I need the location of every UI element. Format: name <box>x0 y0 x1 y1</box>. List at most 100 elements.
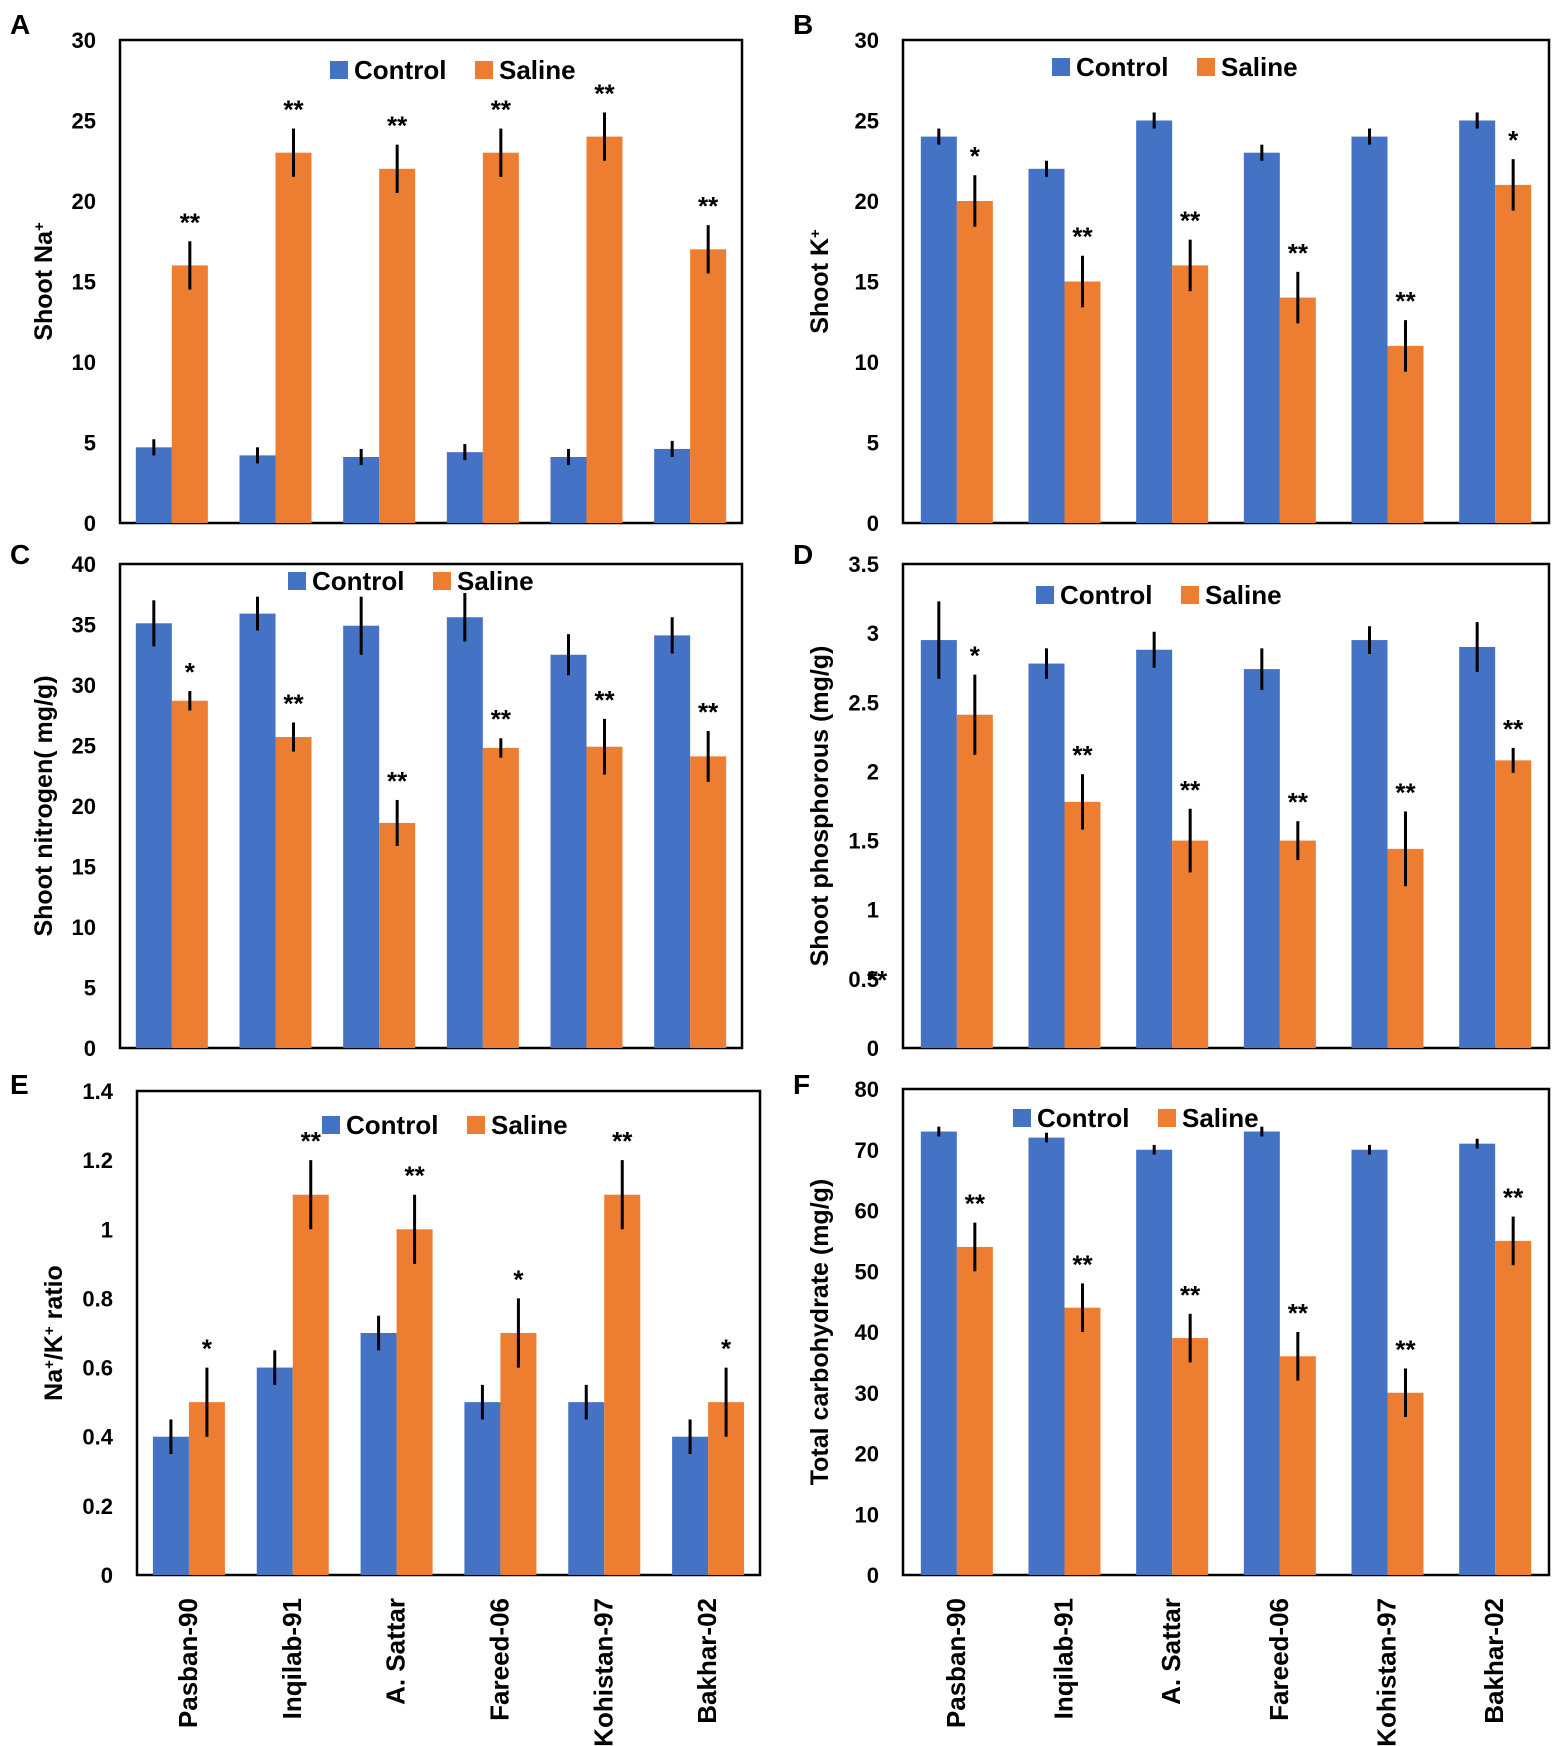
bar-saline-5 <box>604 1194 641 1575</box>
bar-saline-2 <box>292 1194 329 1575</box>
significance-marker: ** <box>283 95 304 125</box>
legend-swatch-saline <box>467 1116 485 1134</box>
significance-marker: ** <box>1180 1280 1201 1310</box>
bar-saline-2 <box>1064 801 1101 1048</box>
significance-marker: ** <box>404 1161 425 1191</box>
significance-marker: * <box>185 657 196 687</box>
y-tick-label: 0 <box>867 1036 879 1061</box>
y-tick-label: 35 <box>72 613 96 638</box>
y-tick-label: 0 <box>84 511 96 536</box>
bar-saline-6 <box>690 756 727 1048</box>
bar-control-3 <box>1136 120 1173 523</box>
y-tick-label: 25 <box>72 109 96 134</box>
legend: Control Saline <box>1052 52 1298 82</box>
y-tick-label: 15 <box>72 270 96 295</box>
significance-marker: ** <box>1072 740 1093 770</box>
bar-saline-3 <box>1172 1338 1209 1575</box>
bar-saline-4 <box>1279 297 1316 523</box>
y-axis-label: Total carbohydrate (mg/g) <box>806 1179 834 1486</box>
significance-marker: * <box>970 641 981 671</box>
y-tick-label: 0.6 <box>82 1356 113 1381</box>
category-label: Kohistan-97 <box>1372 1598 1402 1746</box>
bar-control-2 <box>239 613 276 1048</box>
category-label: Fareed-06 <box>484 1598 514 1721</box>
significance-marker: * <box>970 141 981 171</box>
plot-frame <box>901 562 1551 1050</box>
panel-letter: F <box>793 1069 810 1100</box>
category-label: A. Sattar <box>1156 1598 1186 1705</box>
legend: Control Saline <box>1013 1103 1259 1133</box>
significance-marker: ** <box>594 685 615 715</box>
bar-saline-2 <box>275 152 312 523</box>
legend-label-control: Control <box>346 1110 438 1140</box>
legend-label-control: Control <box>1060 580 1152 610</box>
y-tick-label: 10 <box>72 915 96 940</box>
y-tick-label: 0 <box>101 1563 113 1588</box>
category-label: Pasban-90 <box>173 1598 203 1728</box>
category-label: Pasban-90 <box>941 1598 971 1728</box>
legend-swatch-control <box>1036 586 1054 604</box>
bar-saline-3 <box>1172 840 1209 1048</box>
significance-marker: ** <box>387 766 408 796</box>
y-tick-label: 30 <box>72 28 96 53</box>
y-tick-label: 5 <box>867 431 879 456</box>
legend-label-control: Control <box>354 55 446 85</box>
bar-saline-2 <box>1064 281 1101 523</box>
bar-saline-3 <box>1172 265 1209 523</box>
legend-swatch-saline <box>433 572 451 590</box>
significance-marker: ** <box>612 1126 633 1156</box>
bar-saline-6 <box>1495 760 1532 1048</box>
y-axis-label: Shoot Na+ <box>30 222 58 341</box>
bar-control-2 <box>256 1367 293 1575</box>
legend: Control Saline <box>1036 580 1282 610</box>
bar-control-3 <box>343 625 380 1048</box>
y-tick-label: 30 <box>72 673 96 698</box>
bar-control-1 <box>135 623 172 1048</box>
bar-control-4 <box>446 452 483 523</box>
panel-letter: E <box>10 1069 29 1100</box>
significance-marker: ** <box>1395 286 1416 316</box>
plot-frame <box>901 38 1551 525</box>
y-tick-label: 1 <box>867 898 879 923</box>
bar-control-6 <box>654 448 691 523</box>
significance-marker: * <box>721 1334 732 1364</box>
bar-control-3 <box>1136 1149 1173 1575</box>
bar-saline-6 <box>690 249 727 524</box>
bar-control-4 <box>1243 152 1280 523</box>
bar-saline-4 <box>482 747 519 1048</box>
bar-control-1 <box>920 1131 957 1575</box>
y-tick-label: 10 <box>72 350 96 375</box>
y-tick-label: 70 <box>855 1138 879 1163</box>
category-label: Bakhar-02 <box>1479 1598 1509 1724</box>
bar-control-5 <box>550 654 587 1048</box>
bar-saline-5 <box>1387 345 1424 523</box>
y-tick-label: 20 <box>855 189 879 214</box>
bar-saline-1 <box>956 714 993 1048</box>
panel-letter: A <box>10 9 30 40</box>
significance-marker: ** <box>965 1189 986 1219</box>
bar-control-2 <box>1028 168 1065 524</box>
legend-label-saline: Saline <box>499 55 576 85</box>
y-tick-label: 3 <box>867 621 879 646</box>
bar-control-3 <box>360 1333 397 1575</box>
bar-saline-4 <box>1279 840 1316 1048</box>
bar-saline-4 <box>482 152 519 523</box>
y-tick-label: 1.4 <box>82 1079 113 1104</box>
y-tick-label: 25 <box>72 734 96 759</box>
bar-saline-1 <box>956 1246 993 1575</box>
y-tick-label: 1.2 <box>82 1148 113 1173</box>
legend-label-saline: Saline <box>457 566 534 596</box>
bar-saline-1 <box>171 700 208 1048</box>
bar-saline-1 <box>171 265 208 523</box>
legend: Control Saline <box>330 55 576 85</box>
y-tick-label: 0.4 <box>82 1425 113 1450</box>
category-label: Fareed-06 <box>1264 1598 1294 1721</box>
significance-marker: * <box>1508 125 1519 155</box>
y-tick-label: 0 <box>867 511 879 536</box>
y-axis-label: Na+/K+ ratio <box>40 1265 68 1401</box>
panel-a: A 0 5 10 15 20 25 30 Shoot Na+ Control Saline ** ** *… <box>10 9 744 536</box>
y-tick-label: 1.5 <box>848 829 879 854</box>
bar-control-2 <box>1028 663 1065 1048</box>
